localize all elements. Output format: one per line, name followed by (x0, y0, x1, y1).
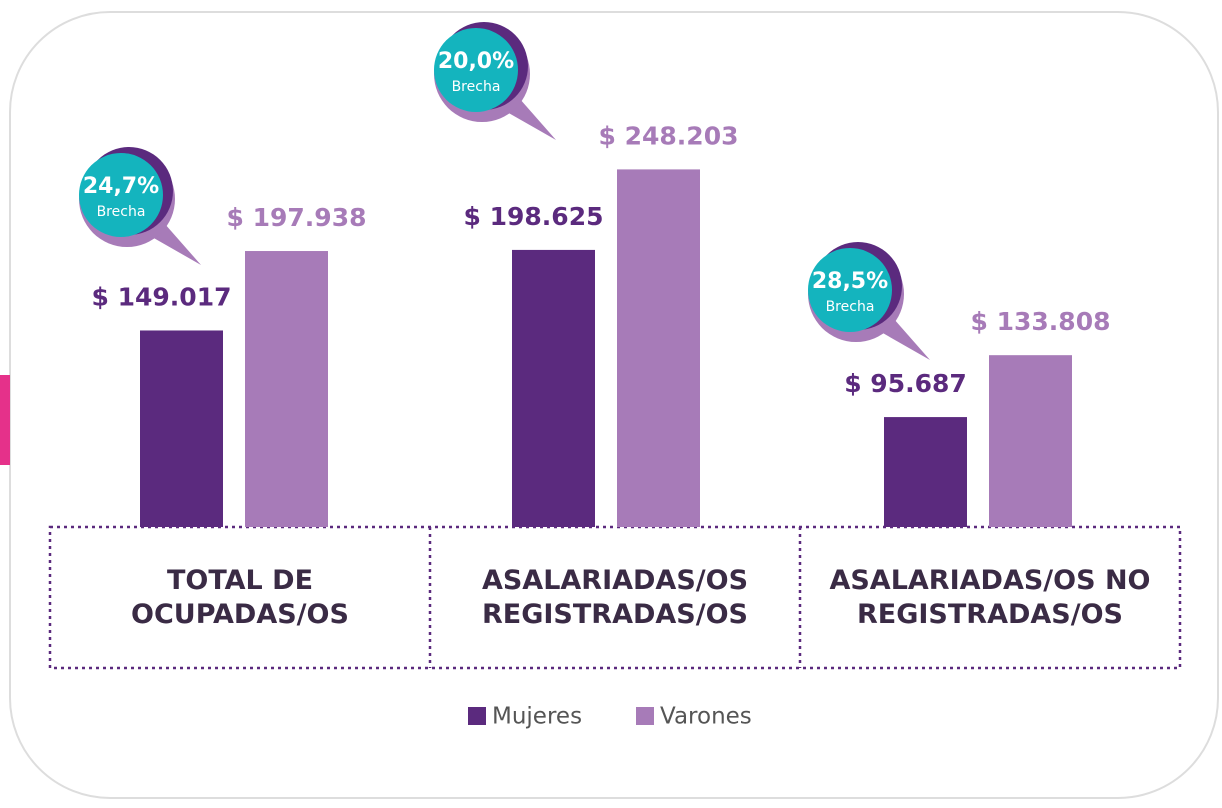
bar (512, 249, 595, 527)
accent (0, 375, 10, 465)
value-label: $ 133.808 (971, 307, 1111, 336)
bar (617, 169, 700, 527)
category-label: ASALARIADAS/OS NO REGISTRADAS/OS (829, 564, 1151, 630)
value-label: $ 248.203 (599, 121, 739, 150)
category-label: ASALARIADAS/OS REGISTRADAS/OS (481, 564, 749, 630)
gap-label: 28,5% (812, 269, 888, 294)
legend-label: Mujeres (492, 704, 582, 730)
gap-caption: Brecha (452, 79, 501, 95)
gap-label: 24,7% (83, 174, 159, 199)
legend-swatch (468, 707, 486, 725)
bar (989, 355, 1072, 527)
bubble (434, 28, 518, 112)
legend-swatch (636, 707, 654, 725)
category-box (48, 525, 1182, 670)
gap-label: 20,0% (438, 49, 514, 74)
legend-label: Varones (660, 704, 752, 730)
value-label: $ 197.938 (227, 203, 367, 232)
value-label: $ 149.017 (92, 282, 232, 311)
gap-caption: Brecha (97, 204, 146, 220)
bar (140, 330, 223, 527)
bar (884, 417, 967, 527)
bar (245, 251, 328, 527)
category-label: TOTAL DE OCUPADAS/OS (131, 564, 349, 630)
value-label: $ 198.625 (464, 202, 604, 231)
value-label: $ 95.687 (844, 369, 967, 398)
bubble (808, 248, 892, 332)
bubble (79, 153, 163, 237)
gap-caption: Brecha (826, 299, 875, 315)
